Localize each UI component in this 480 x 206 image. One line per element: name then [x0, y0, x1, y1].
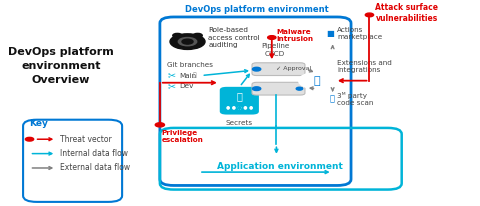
Circle shape — [173, 33, 182, 37]
Text: 🔒: 🔒 — [236, 91, 242, 102]
Text: Threat vector: Threat vector — [60, 135, 112, 144]
Circle shape — [155, 123, 165, 127]
Text: Internal data flow: Internal data flow — [60, 149, 128, 158]
Text: Privilege
escalation: Privilege escalation — [161, 130, 203, 143]
Text: Pipeline
CI/CD: Pipeline CI/CD — [261, 43, 289, 57]
Text: ✓: ✓ — [298, 86, 303, 91]
Text: Main: Main — [180, 73, 197, 78]
FancyBboxPatch shape — [220, 87, 259, 115]
Text: ⎕: ⎕ — [329, 95, 334, 104]
Text: Dev: Dev — [180, 83, 194, 89]
Circle shape — [170, 34, 205, 49]
Text: ● ● ● ● ●: ● ● ● ● ● — [226, 104, 253, 109]
Circle shape — [193, 33, 202, 37]
Circle shape — [299, 73, 334, 88]
Circle shape — [25, 137, 34, 141]
FancyBboxPatch shape — [252, 82, 305, 95]
Text: 3ᴹ party
code scan: 3ᴹ party code scan — [337, 92, 373, 107]
Text: ■: ■ — [326, 29, 334, 38]
Text: Malware
intrusion: Malware intrusion — [276, 29, 313, 42]
Text: 🔒: 🔒 — [192, 73, 196, 78]
FancyBboxPatch shape — [252, 63, 305, 76]
Text: ✓ Approval: ✓ Approval — [276, 66, 311, 71]
Text: External data flow: External data flow — [60, 164, 130, 172]
Text: Secrets: Secrets — [226, 120, 253, 126]
Circle shape — [182, 39, 193, 44]
Circle shape — [252, 87, 261, 90]
Text: Role-based
access control
auditing: Role-based access control auditing — [208, 27, 260, 48]
Text: Git branches: Git branches — [167, 62, 213, 68]
Circle shape — [252, 67, 261, 71]
Text: Attack surface
vulnerabilities: Attack surface vulnerabilities — [375, 3, 438, 23]
Text: 🖵: 🖵 — [313, 76, 320, 86]
Circle shape — [365, 13, 373, 17]
Text: Actions
marketplace: Actions marketplace — [337, 27, 383, 40]
Text: Key: Key — [30, 119, 48, 128]
Text: Extensions and
integrations: Extensions and integrations — [337, 60, 392, 73]
Text: Application environment: Application environment — [216, 163, 343, 171]
Circle shape — [268, 36, 276, 39]
Circle shape — [178, 37, 197, 46]
Circle shape — [296, 87, 303, 90]
Text: DevOps platform
environment
Overview: DevOps platform environment Overview — [8, 47, 114, 85]
Text: DevOps platform environment: DevOps platform environment — [185, 5, 328, 14]
Text: ✂: ✂ — [168, 70, 176, 81]
Text: ✂: ✂ — [168, 81, 176, 91]
